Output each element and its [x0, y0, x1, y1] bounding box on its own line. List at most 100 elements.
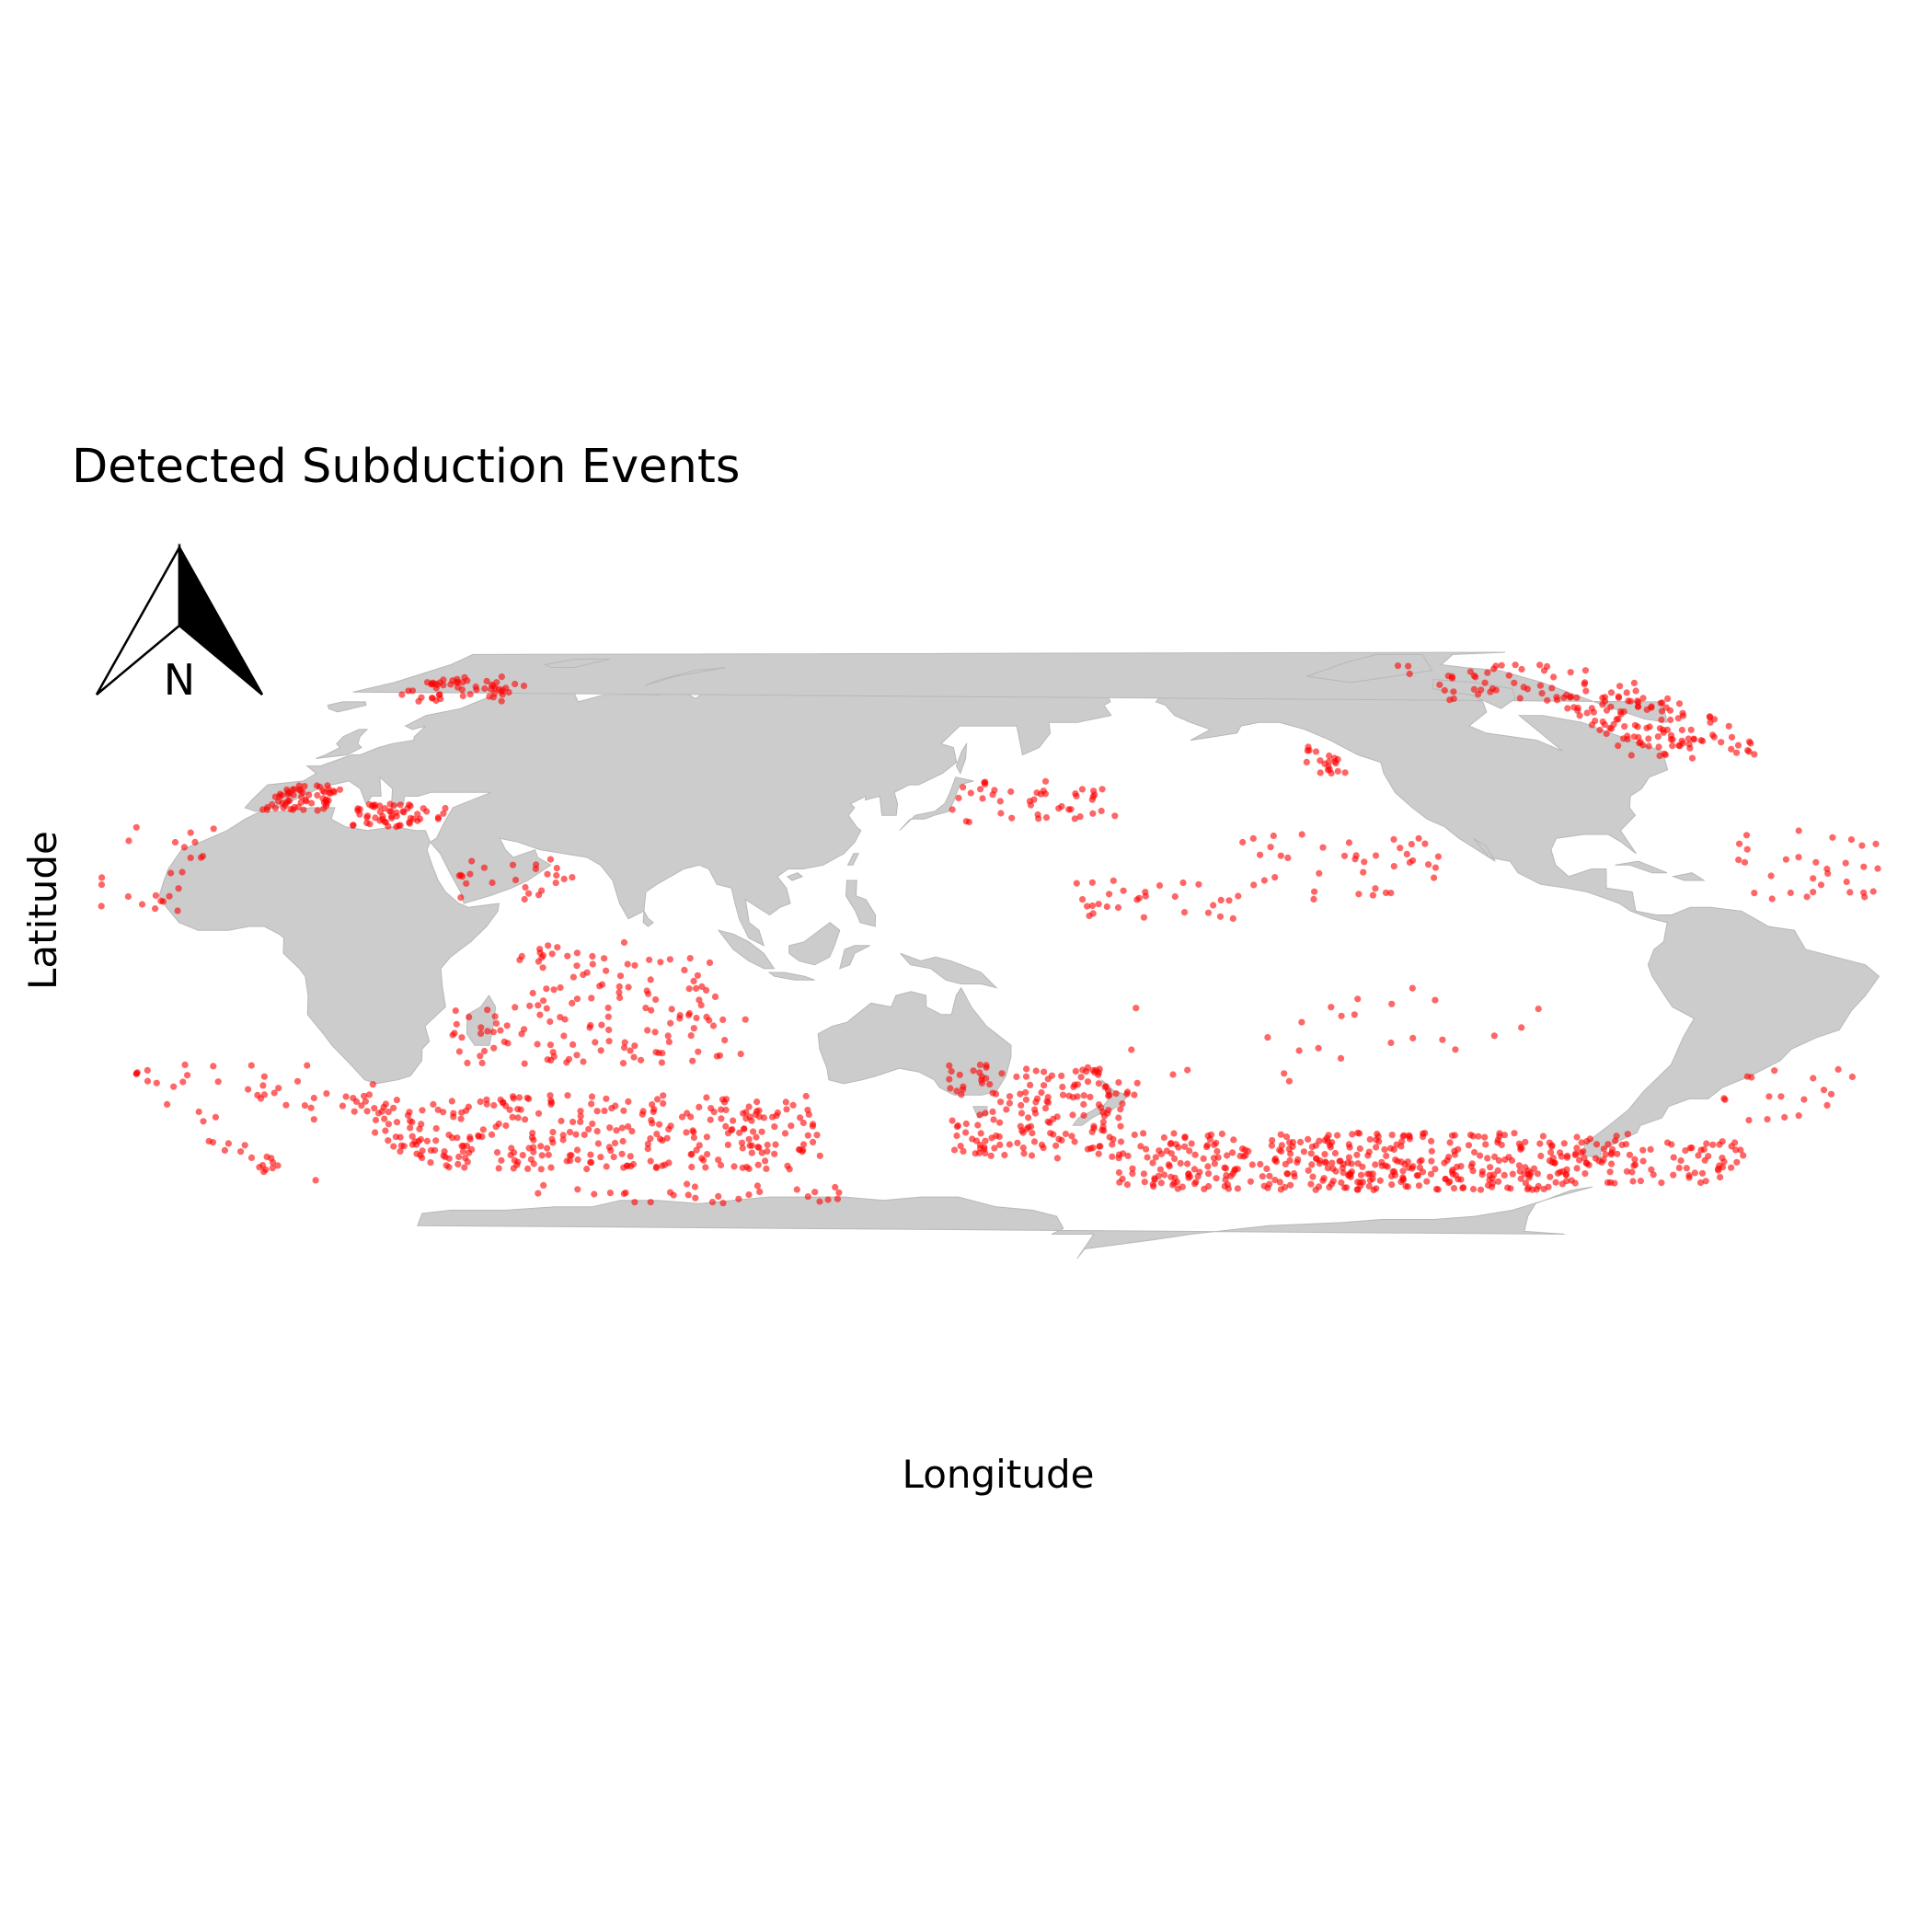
event-point-south-atlantic: [210, 1063, 217, 1070]
event-point-baffin-greenland: [1544, 696, 1551, 704]
event-point-red-sea-arabian: [457, 894, 465, 902]
event-point-southern-ocean-indian: [659, 1137, 666, 1144]
event-point-southern-ocean-pacific: [1388, 1181, 1396, 1189]
event-point-southern-ocean-indian: [750, 1128, 757, 1135]
event-point-antarctic-margin: [824, 1196, 832, 1203]
event-point-southern-ocean-atlantic: [1571, 1179, 1579, 1187]
event-point-antarctic-margin: [535, 1190, 542, 1197]
event-point-southern-ocean-pacific: [1332, 1167, 1340, 1175]
event-point-north-pacific-west: [1089, 910, 1097, 917]
event-point-tasman-east-australia: [1017, 1090, 1024, 1098]
event-point-nordic-seas: [459, 692, 466, 700]
event-point-south-atlantic: [282, 1101, 290, 1109]
event-point-southern-ocean-pacific: [1260, 1182, 1268, 1190]
event-point-southern-ocean-atlantic: [1602, 1151, 1609, 1158]
event-point-southern-ocean-indian: [649, 1101, 656, 1109]
event-point-southern-ocean-indian: [361, 1092, 368, 1099]
event-point-baffin-greenland: [1581, 681, 1588, 688]
y-axis-label: Latitude: [20, 831, 65, 990]
event-point-north-atlantic-subtropical: [132, 823, 140, 831]
event-point-tasman-east-australia: [1084, 1064, 1091, 1071]
event-point-southern-ocean-pacific: [1383, 1152, 1390, 1159]
event-point-indian-ocean-north: [652, 995, 660, 1004]
event-point-nordic-seas: [459, 679, 466, 686]
event-point-southern-ocean-indian: [572, 1131, 580, 1138]
event-point-southern-ocean-indian: [385, 1137, 392, 1144]
event-point-gulf-of-alaska: [1324, 766, 1332, 774]
event-point-southern-ocean-indian: [450, 1110, 457, 1117]
event-point-north-pacific-west: [1110, 877, 1117, 884]
event-point-southern-ocean-indian: [498, 1156, 505, 1164]
event-point-tasman-east-australia: [1030, 1138, 1039, 1145]
event-point-southern-ocean-indian: [746, 1113, 753, 1121]
event-point-southern-ocean-indian: [647, 1135, 654, 1143]
event-point-indian-ocean-north: [694, 972, 702, 979]
event-point-indian-ocean-south: [484, 1006, 491, 1014]
event-point-north-atlantic-subtropical: [1767, 872, 1775, 880]
event-point-indian-ocean-south: [719, 1016, 727, 1023]
land-arctic-islands: [1306, 653, 1433, 684]
event-point-north-atlantic-subtropical: [191, 838, 199, 846]
event-point-north-pacific-central: [1345, 839, 1352, 846]
event-point-southern-ocean-pacific: [1552, 1179, 1559, 1186]
event-point-southern-ocean-indian: [385, 1121, 392, 1128]
event-point-southern-ocean-atlantic: [1740, 1152, 1747, 1159]
event-point-indian-ocean-south: [668, 1006, 675, 1013]
event-point-southern-ocean-indian: [493, 1149, 501, 1156]
event-point-red-sea-arabian: [468, 857, 476, 865]
event-point-eastern-mediterranean: [393, 812, 400, 820]
event-point-southern-ocean-pacific: [1287, 1181, 1294, 1189]
event-point-indian-ocean-south: [451, 1029, 458, 1037]
event-point-southern-ocean-indian: [647, 1157, 654, 1165]
event-point-north-pacific-central: [1415, 834, 1422, 842]
event-point-southern-ocean-indian: [546, 1092, 554, 1099]
event-point-southern-ocean-indian: [703, 1133, 711, 1141]
land-iceland: [327, 701, 367, 713]
event-point-north-atlantic-subtropical: [1874, 865, 1881, 872]
event-point-north-atlantic-subtropical: [1869, 888, 1877, 895]
event-point-indian-ocean-south: [709, 1022, 718, 1029]
event-point-southern-ocean-indian: [432, 1137, 440, 1144]
event-point-southern-ocean-indian: [781, 1130, 789, 1137]
event-point-tasman-east-australia: [995, 1133, 1003, 1141]
event-point-north-atlantic-subtropical: [180, 844, 188, 851]
event-point-tasman-east-australia: [1095, 1080, 1102, 1087]
event-point-tasman-east-australia: [956, 1071, 963, 1078]
event-point-north-pacific-central: [1360, 868, 1367, 876]
event-point-antarctic-margin: [574, 1186, 581, 1193]
event-point-southern-ocean-pacific: [1557, 1168, 1564, 1176]
event-point-southern-ocean-indian: [684, 1110, 691, 1117]
event-point-indian-ocean-north: [535, 1002, 542, 1009]
event-point-indian-ocean-south: [642, 1005, 650, 1012]
event-point-north-atlantic-subtropical: [1860, 863, 1868, 870]
event-point-southern-ocean-pacific: [1271, 1177, 1279, 1184]
event-point-southern-ocean-pacific: [1151, 1176, 1158, 1183]
event-point-southern-ocean-indian: [514, 1106, 522, 1113]
event-point-labrador-irminger: [1564, 705, 1571, 712]
event-point-antarctic-margin: [606, 1190, 615, 1197]
event-point-indian-ocean-north: [657, 959, 664, 966]
event-point-tasman-east-australia: [1014, 1139, 1021, 1146]
event-point-tasman-east-australia: [991, 1144, 998, 1152]
event-point-southern-ocean-pacific: [1369, 1175, 1376, 1182]
event-point-tasman-east-australia: [1043, 1098, 1051, 1105]
event-point-indian-ocean-south: [490, 1044, 498, 1052]
event-point-labrador-irminger: [1621, 723, 1628, 730]
land-madagascar: [466, 995, 497, 1046]
event-point-southern-ocean-indian: [789, 1101, 797, 1109]
event-point-tasman-east-australia: [1106, 1091, 1113, 1098]
event-point-north-pacific-central: [1239, 838, 1247, 846]
event-point-south-pacific-tropical: [1184, 1066, 1191, 1074]
event-point-southern-ocean-pacific: [1343, 1184, 1351, 1191]
event-point-tasman-east-australia: [983, 1064, 990, 1071]
event-point-southern-ocean-pacific: [1501, 1132, 1508, 1139]
event-point-indian-ocean-north: [529, 989, 536, 997]
event-point-southern-ocean-pacific: [1415, 1182, 1423, 1190]
event-point-indian-ocean-north: [643, 987, 650, 995]
event-point-kuroshio-extension: [1073, 792, 1080, 799]
event-point-southern-ocean-pacific: [1381, 1145, 1388, 1154]
event-point-southern-ocean-indian: [454, 1160, 462, 1167]
event-point-southern-ocean-indian: [374, 1110, 383, 1117]
event-point-baffin-greenland: [1441, 686, 1448, 695]
event-point-southern-ocean-pacific: [1213, 1147, 1221, 1156]
